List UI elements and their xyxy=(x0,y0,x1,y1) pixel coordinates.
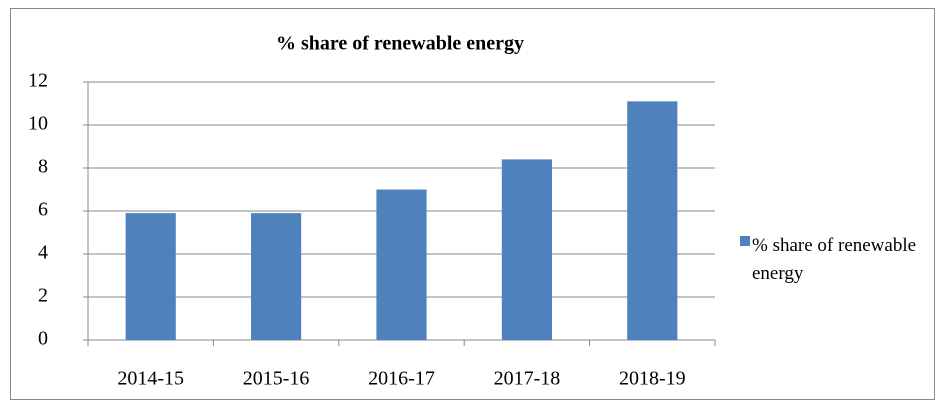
x-tick-label: 2015-16 xyxy=(243,368,310,390)
y-tick-label: 2 xyxy=(38,285,48,307)
bar xyxy=(251,213,302,340)
bar xyxy=(627,101,678,340)
x-tick-label: 2018-19 xyxy=(619,368,686,390)
y-tick-label: 10 xyxy=(28,113,48,135)
chart-title: % share of renewable energy xyxy=(276,33,524,55)
y-tick-label: 0 xyxy=(38,328,48,350)
chart-border xyxy=(10,8,935,400)
y-tick-label: 4 xyxy=(38,242,48,264)
x-tick-label: 2017-18 xyxy=(494,368,561,390)
bar xyxy=(376,189,427,340)
x-tick-label: 2014-15 xyxy=(117,368,184,390)
legend-label: % share of renewable energy xyxy=(752,235,917,284)
legend-swatch xyxy=(740,236,750,246)
y-tick-label: 6 xyxy=(38,199,48,221)
x-tick-label: 2016-17 xyxy=(368,368,435,390)
y-tick-label: 8 xyxy=(38,156,48,178)
bar xyxy=(501,159,552,340)
bar xyxy=(125,213,176,340)
y-tick-label: 12 xyxy=(28,70,48,92)
